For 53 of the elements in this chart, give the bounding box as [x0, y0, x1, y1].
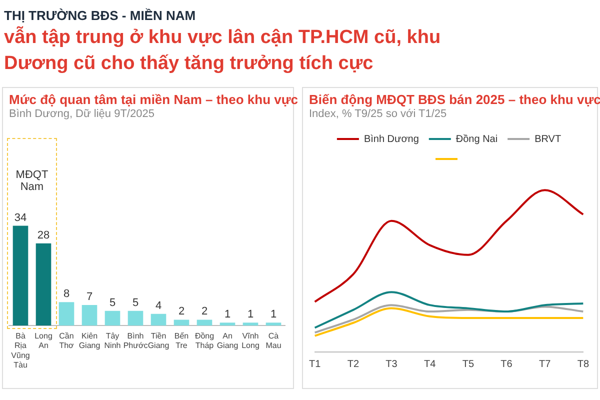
text: vẫn tập trung ở khu vực lân cận TP.HCM cũ, khu [4, 25, 442, 50]
x-tick-label: T1 [309, 358, 322, 370]
data-label: 7 [86, 291, 93, 304]
data-label: 5 [132, 296, 139, 309]
bar [174, 320, 190, 326]
x-tick-label: T4 [424, 358, 436, 370]
x-tick-label: T7 [538, 358, 552, 370]
x-tick-label: Bình Phước [123, 332, 148, 350]
data-label: 1 [224, 308, 231, 321]
bar [220, 322, 236, 326]
data-label: 4 [155, 300, 162, 312]
x-tick-label: Cần Thơ [59, 332, 75, 350]
legend-label: Đồng Nai [456, 134, 498, 145]
text: Dương cũ cho thấy tăng trưởng tích cực [4, 52, 374, 76]
x-tick-label: T5 [462, 358, 474, 370]
bar [82, 305, 98, 326]
bar [128, 310, 144, 326]
bar [150, 314, 166, 326]
bar [196, 320, 212, 326]
chart-title: Mức độ quan tâm tại miền Nam – theo khu vực [8, 91, 298, 107]
x-tick-label: Bà Rịa Vũng Tàu [11, 332, 30, 370]
data-label: 34 [14, 212, 27, 224]
x-tick-label: Tây Ninh [104, 332, 121, 350]
x-tick-label: Cà Mau [266, 332, 282, 350]
chart-subtitle: Index, % T9/25 so với T1/25 [308, 107, 448, 120]
x-tick-label: Bến Tre [174, 332, 189, 350]
x-tick-label: T8 [577, 358, 590, 370]
bar [266, 322, 282, 326]
x-tick-label: An Giang [216, 332, 238, 350]
x-tick-label: Vĩnh Long [242, 332, 260, 350]
bar [104, 310, 120, 326]
x-tick-label: T6 [500, 358, 513, 370]
bar [36, 243, 52, 326]
text: THỊ TRƯỜNG BĐS - MIỀN NAM [3, 7, 197, 23]
x-tick-label: Tiền Giang [148, 332, 170, 350]
bar [12, 226, 28, 326]
data-label: 1 [247, 308, 254, 321]
chart-subtitle: Bình Dương, Dữ liệu 9T/2025 [8, 107, 156, 120]
bar [58, 302, 74, 326]
legend-label: BRVT [534, 134, 562, 145]
x-tick-label: T3 [386, 358, 398, 370]
data-label: 2 [201, 306, 208, 318]
x-tick-label: Đồng Tháp [194, 332, 214, 350]
bar [242, 322, 258, 326]
x-tick-label: Long An [34, 332, 52, 350]
legend-label: Bình Dương [364, 134, 419, 145]
data-label: 28 [37, 229, 50, 242]
data-label: 1 [270, 308, 277, 321]
x-tick-label: T2 [347, 358, 360, 370]
data-label: 2 [178, 306, 185, 318]
x-tick-label: Kiên Giang [78, 332, 100, 350]
data-label: 8 [63, 288, 70, 300]
data-label: 5 [109, 296, 116, 309]
